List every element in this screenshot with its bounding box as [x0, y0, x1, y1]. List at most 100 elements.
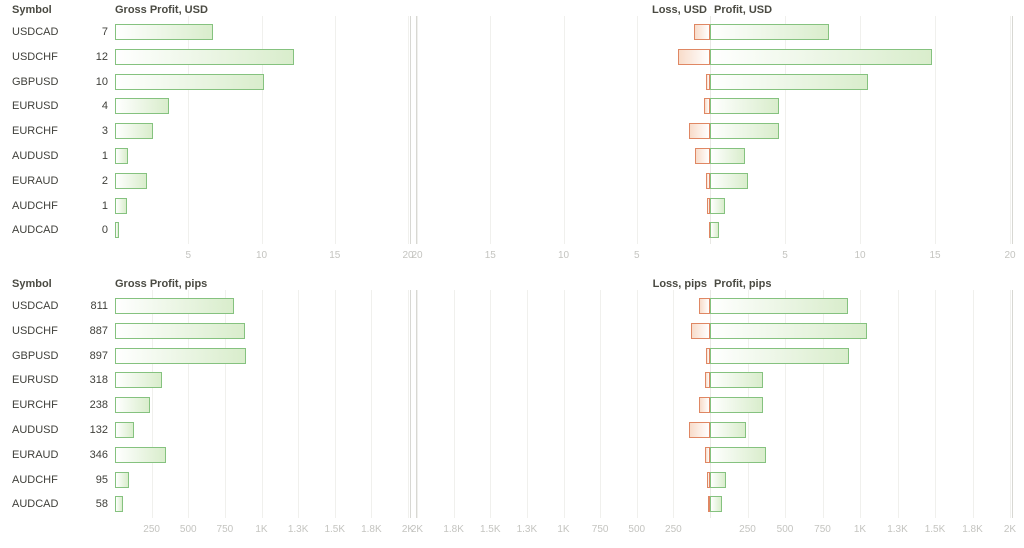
symbol-value: 4: [101, 100, 108, 113]
symbol-label: USDCAD: [12, 300, 59, 312]
grid-line: [860, 290, 861, 518]
grid-line: [188, 16, 190, 244]
loss-bar-eurusd: [704, 98, 710, 115]
gross-profit-bar-euraud: [115, 446, 166, 463]
loss-bar-eurusd: [704, 372, 710, 389]
gross-profit-bar-usdchf: [115, 48, 294, 65]
symbol-value: 897: [89, 349, 108, 362]
axis-tick-label: 1.3K: [887, 524, 908, 535]
symbol-label: EURCHF: [12, 125, 58, 138]
grid-line: [408, 290, 409, 518]
axis-tick-label: 2K: [401, 524, 415, 535]
symbol-value: 887: [89, 324, 108, 337]
grid-line: [490, 16, 492, 244]
loss-bar-audchf: [707, 197, 710, 214]
symbol-value: 1: [101, 199, 108, 212]
gross-profit-bar-gbpusd: [115, 347, 247, 364]
gross-profit-bar-eurchf: [115, 397, 150, 414]
grid-line: [563, 290, 565, 518]
grid-line: [261, 16, 263, 244]
gross-profit-bar-gbpusd: [115, 73, 265, 90]
grid-line: [636, 16, 638, 244]
profit-bar-usdchf: [710, 48, 932, 65]
grid-line: [298, 290, 300, 518]
axis-tick-label: 10: [557, 250, 570, 261]
axis-tick-label: 750: [591, 524, 609, 535]
symbol-label: AUDCHF: [12, 473, 58, 486]
loss-bar-audchf: [707, 471, 710, 488]
axis-tick-label: 2K: [410, 524, 424, 535]
grid-line: [261, 290, 263, 518]
loss-bar-eurchf: [689, 123, 710, 140]
gross-profit-pips-title: Gross Profit, pips: [115, 278, 208, 290]
axis-tick-label: 750: [216, 524, 234, 535]
loss-bar-audusd: [695, 148, 710, 164]
loss-bar-euraud: [705, 172, 710, 189]
loss-bar-audusd: [689, 422, 710, 438]
pips-report-section: Symbol Gross Profit, pips Loss, pips Pro…: [0, 274, 1024, 548]
grid-line: [1010, 290, 1011, 518]
grid-line: [785, 290, 786, 518]
axis-tick-label: 250: [143, 524, 160, 535]
loss-usd-title: Loss, USD: [651, 4, 707, 16]
grid-line: [417, 290, 418, 518]
symbol-label: EURUSD: [12, 100, 59, 113]
symbol-label: EURAUD: [12, 174, 59, 187]
profit-bar-eurusd: [710, 98, 779, 115]
axis-tick-label: 5: [633, 250, 640, 261]
loss-bar-gbpusd: [705, 73, 710, 90]
profit-bar-usdchf: [710, 322, 867, 339]
axis-tick-label: 15: [929, 250, 941, 261]
axis-tick-label: 20: [402, 250, 414, 261]
grid-line: [785, 16, 786, 244]
axis-tick-label: 1.8K: [443, 524, 464, 535]
loss-bar-audcad: [708, 496, 711, 513]
grid-line: [188, 290, 190, 518]
usd-report-section: Symbol Gross Profit, USD Loss, USD Profi…: [12, 4, 1016, 261]
grid-line: [453, 290, 455, 518]
profit-bar-euraud: [710, 172, 748, 189]
grid-line: [860, 16, 861, 244]
profit-bar-audcad: [710, 496, 722, 513]
gross-profit-bar-euraud: [115, 172, 148, 189]
profit-bar-audchf: [710, 197, 725, 214]
panel-divider-line: [1012, 16, 1013, 244]
gross-profit-bar-audcad: [115, 222, 120, 239]
symbol-value: 1: [101, 150, 108, 162]
grid-line: [371, 290, 373, 518]
loss-bar-euraud: [704, 446, 710, 463]
symbol-column-header: Symbol: [12, 278, 52, 290]
grid-line: [224, 290, 226, 518]
grid-line: [563, 16, 565, 244]
axis-tick-label: 20: [1004, 250, 1016, 261]
symbol-label: GBPUSD: [12, 75, 59, 88]
symbol-value: 10: [95, 75, 108, 88]
grid-line: [822, 290, 824, 518]
profit-bar-usdcad: [710, 298, 848, 314]
profit-bar-audusd: [710, 422, 746, 438]
gross-profit-bar-audusd: [115, 148, 129, 164]
axis-tick-label: 500: [628, 524, 646, 535]
gross-profit-bar-usdchf: [115, 322, 245, 339]
axis-tick-label: 20: [411, 250, 423, 261]
symbol-value: 318: [89, 374, 108, 387]
profit-bar-euraud: [710, 446, 766, 463]
profit-bar-audusd: [710, 148, 745, 164]
symbol-value: 811: [90, 300, 108, 312]
axis-tick-label: 1.3K: [516, 524, 538, 535]
grid-line: [1010, 16, 1011, 244]
axis-tick-label: 500: [179, 524, 197, 535]
axis-tick-label: 1.3K: [287, 524, 309, 535]
loss-bar-usdcad: [693, 24, 710, 40]
symbol-value: 0: [101, 224, 108, 237]
symbol-label: AUDCHF: [12, 199, 58, 212]
grid-line: [897, 290, 899, 518]
symbol-label: AUDUSD: [12, 424, 59, 436]
axis-tick-label: 10: [255, 250, 268, 261]
axis-tick-label: 500: [776, 524, 794, 535]
gross-profit-bar-audchf: [115, 471, 129, 488]
grid-line: [600, 290, 602, 518]
loss-bar-gbpusd: [705, 347, 710, 364]
grid-line: [935, 16, 936, 244]
axis-tick-label: 15: [329, 250, 341, 261]
